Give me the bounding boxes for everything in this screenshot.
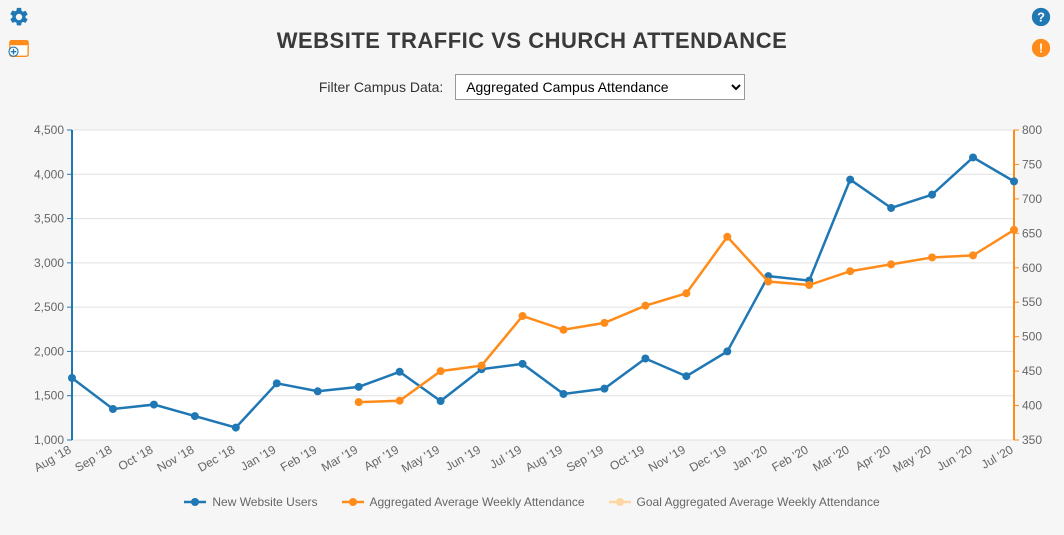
- svg-text:Jan '20: Jan '20: [730, 442, 770, 473]
- svg-text:450: 450: [1022, 364, 1042, 378]
- svg-text:750: 750: [1022, 157, 1042, 171]
- svg-text:1,500: 1,500: [34, 389, 64, 403]
- legend-item[interactable]: New Website Users: [184, 495, 317, 509]
- svg-text:Jun '20: Jun '20: [934, 442, 974, 473]
- svg-text:Feb '19: Feb '19: [278, 442, 320, 474]
- svg-text:Nov '18: Nov '18: [154, 442, 196, 474]
- svg-text:Sep '18: Sep '18: [73, 442, 115, 474]
- legend-item[interactable]: Goal Aggregated Average Weekly Attendanc…: [609, 495, 880, 509]
- help-icon[interactable]: ?: [1030, 6, 1052, 33]
- svg-text:650: 650: [1022, 226, 1042, 240]
- line-chart: 1,000 1,500 2,000 2,500 3,000 3,500 4,000 4,500…: [16, 120, 1048, 511]
- alert-icon[interactable]: !: [1030, 37, 1052, 64]
- svg-text:800: 800: [1022, 123, 1042, 137]
- svg-text:Jun '19: Jun '19: [443, 442, 483, 473]
- svg-text:Feb '20: Feb '20: [769, 442, 811, 474]
- svg-text:Aug '19: Aug '19: [523, 442, 565, 474]
- svg-text:Oct '19: Oct '19: [607, 442, 647, 473]
- legend-label: Goal Aggregated Average Weekly Attendanc…: [637, 495, 880, 509]
- svg-text:3,500: 3,500: [34, 212, 64, 226]
- svg-text:Sep '19: Sep '19: [564, 442, 606, 474]
- svg-text:Apr '20: Apr '20: [853, 442, 893, 473]
- svg-text:700: 700: [1022, 192, 1042, 206]
- svg-text:Nov '19: Nov '19: [646, 442, 688, 474]
- page-title: WEBSITE TRAFFIC VS CHURCH ATTENDANCE: [277, 28, 788, 53]
- svg-text:Mar '20: Mar '20: [810, 442, 852, 474]
- svg-text:!: !: [1039, 41, 1043, 56]
- svg-text:3,000: 3,000: [34, 256, 64, 270]
- svg-text:500: 500: [1022, 330, 1042, 344]
- svg-text:4,500: 4,500: [34, 123, 64, 137]
- campus-filter-select[interactable]: Aggregated Campus Attendance: [455, 74, 745, 100]
- svg-text:May '20: May '20: [891, 442, 934, 475]
- svg-text:Dec '19: Dec '19: [687, 442, 729, 474]
- legend: New Website Users Aggregated Average Week…: [16, 495, 1048, 509]
- svg-text:1,000: 1,000: [34, 433, 64, 447]
- legend-item[interactable]: Aggregated Average Weekly Attendance: [342, 495, 585, 509]
- svg-text:2,000: 2,000: [34, 344, 64, 358]
- svg-text:Apr '19: Apr '19: [362, 442, 402, 473]
- svg-text:600: 600: [1022, 261, 1042, 275]
- calendar-add-icon[interactable]: [8, 37, 30, 64]
- gear-icon[interactable]: [8, 6, 30, 33]
- svg-text:350: 350: [1022, 433, 1042, 447]
- svg-text:Dec '18: Dec '18: [195, 442, 237, 474]
- svg-text:Jul '20: Jul '20: [979, 442, 1016, 471]
- svg-text:Jan '19: Jan '19: [238, 442, 278, 473]
- svg-text:May '19: May '19: [399, 442, 442, 475]
- svg-text:400: 400: [1022, 399, 1042, 413]
- filter-label: Filter Campus Data:: [319, 79, 443, 95]
- svg-text:Aug '18: Aug '18: [32, 442, 74, 474]
- svg-text:550: 550: [1022, 295, 1042, 309]
- svg-text:Oct '18: Oct '18: [116, 442, 156, 473]
- svg-text:?: ?: [1037, 10, 1045, 25]
- chart-container: 1,000 1,500 2,000 2,500 3,000 3,500 4,000 4,500…: [16, 120, 1048, 511]
- svg-text:Jul '19: Jul '19: [487, 442, 524, 471]
- svg-text:2,500: 2,500: [34, 300, 64, 314]
- legend-label: Aggregated Average Weekly Attendance: [370, 495, 585, 509]
- svg-text:4,000: 4,000: [34, 167, 64, 181]
- legend-label: New Website Users: [212, 495, 317, 509]
- svg-text:Mar '19: Mar '19: [319, 442, 361, 474]
